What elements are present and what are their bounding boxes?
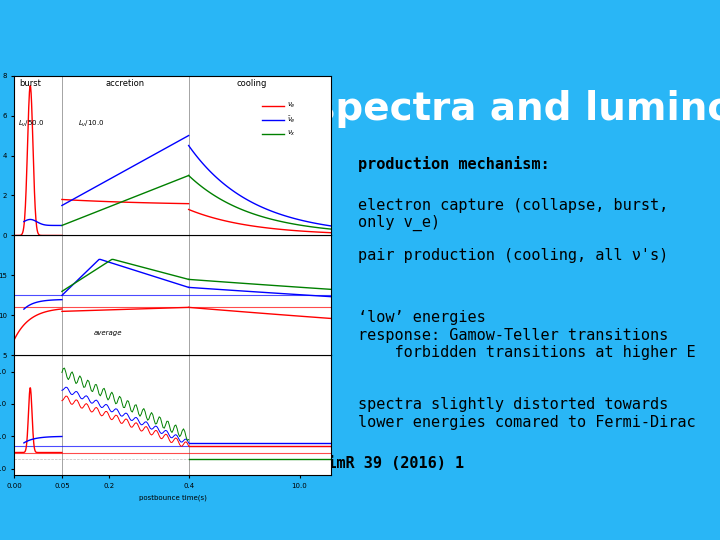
Text: Neutrino spectra and luminosity: Neutrino spectra and luminosity	[107, 90, 720, 128]
Text: average: average	[94, 330, 122, 336]
Text: pair production (cooling, all ν's): pair production (cooling, all ν's)	[358, 248, 668, 263]
Text: spectra slightly distorted towards
lower energies comared to Fermi-Dirac: spectra slightly distorted towards lower…	[358, 397, 696, 430]
Text: $\nu_e$: $\nu_e$	[287, 101, 295, 110]
Text: $L_\nu/50.0$: $L_\nu/50.0$	[17, 119, 44, 129]
Text: $L_\nu/10.0$: $L_\nu/10.0$	[78, 119, 104, 129]
Text: cooling: cooling	[237, 79, 267, 87]
Text: Mirizzi et al., NCimR 39 (2016) 1: Mirizzi et al., NCimR 39 (2016) 1	[163, 456, 464, 471]
Text: $\nu_x$: $\nu_x$	[287, 129, 296, 138]
Text: electron capture (collapse, burst,
only v_e): electron capture (collapse, burst, only …	[358, 198, 668, 232]
X-axis label: postbounce time(s): postbounce time(s)	[139, 495, 207, 501]
Text: ‘low’ energies
response: Gamow-Teller transitions
    forbidden transitions at h: ‘low’ energies response: Gamow-Teller tr…	[358, 310, 696, 360]
Text: accretion: accretion	[106, 79, 145, 87]
Text: production mechanism:: production mechanism:	[358, 156, 549, 172]
Text: burst: burst	[19, 79, 41, 87]
Text: $\bar{\nu}_e$: $\bar{\nu}_e$	[287, 114, 296, 125]
